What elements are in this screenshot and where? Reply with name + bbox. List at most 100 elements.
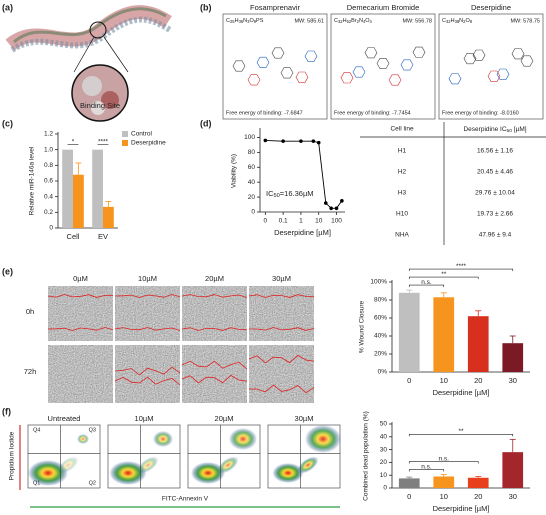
binding-site-label: Binding Site — [80, 101, 120, 110]
bar — [467, 316, 489, 372]
x-tick-label: 1 — [299, 218, 303, 225]
table-cell: 16.56 ± 1.16 — [477, 148, 513, 155]
wound-row-label: 72h — [24, 367, 37, 376]
panel-label: (b) — [200, 2, 212, 12]
quadrant-label: Q2 — [89, 480, 96, 486]
protein-structure — [5, 5, 172, 122]
bar — [103, 206, 114, 228]
cell-population — [77, 434, 89, 444]
significance-label: * — [72, 138, 75, 145]
wound-image — [249, 286, 314, 341]
binding-energy: Free energy of binding: -8.0160 — [442, 110, 519, 116]
wound-edge — [114, 366, 181, 376]
annotation: IC50=16.36µM — [266, 189, 314, 199]
data-point — [311, 139, 316, 143]
binding-energy: Free energy of binding: -7.7454 — [334, 110, 411, 116]
y-axis-label: Relative miR-146a level — [29, 146, 36, 215]
y-tick-label: 10 — [380, 472, 388, 479]
y-tick-label: 0 — [49, 225, 53, 232]
significance-label: n.s. — [421, 279, 432, 286]
molecule-ring — [247, 74, 261, 86]
bar — [502, 452, 524, 488]
cell-population — [28, 460, 68, 486]
x-axis-label: Deserpidine [µM] — [433, 388, 490, 397]
x-tick-label: 30 — [509, 376, 517, 385]
y-tick-label: 0.4 — [44, 193, 53, 200]
table-header: Cell line — [390, 126, 414, 133]
significance-bracket — [408, 434, 514, 437]
wound-edge — [114, 376, 181, 386]
molecule-ring — [463, 53, 477, 65]
table-cell: 47.96 ± 9.4 — [479, 232, 512, 239]
y-tick-label: 0.8 — [44, 162, 53, 169]
data-point — [299, 139, 303, 143]
table-cell: H1 — [398, 148, 407, 155]
y-tick-label: 60 — [248, 164, 256, 171]
data-point — [263, 138, 268, 143]
quadrant-label: Q3 — [89, 427, 96, 433]
y-tick-label: 60% — [374, 315, 387, 322]
legend-label: Deserpidine — [131, 140, 166, 147]
cell-population — [191, 462, 225, 484]
x-tick-label: Cell — [67, 232, 80, 241]
molecule-ring — [271, 47, 285, 59]
y-axis-label: Viability (%) — [231, 154, 238, 188]
y-tick-label: 0 — [383, 485, 387, 492]
y-tick-label: 0.6 — [44, 178, 53, 185]
x-axis-label: Deserpidine [µM] — [433, 504, 490, 513]
cell-population — [217, 456, 239, 474]
y-tick-label: 80% — [374, 297, 387, 304]
x-tick-label: 0 — [264, 218, 268, 225]
molecule-weight: MW: 585.61 — [294, 18, 324, 24]
legend-swatch — [122, 131, 128, 137]
panel-label: (d) — [200, 118, 212, 128]
panel-label: (c) — [2, 118, 13, 128]
table-cell: NHA — [395, 232, 409, 239]
wound-edge — [248, 294, 315, 298]
data-point — [329, 206, 333, 211]
y-tick-label: 40% — [374, 333, 387, 340]
wound-edge — [181, 374, 248, 384]
molecule-ring — [511, 48, 525, 60]
cell-population — [109, 461, 147, 485]
y-tick-label: 100% — [370, 279, 387, 286]
table-cell: H3 — [398, 190, 407, 197]
molecule-ring — [280, 67, 294, 79]
molecule-ring — [340, 72, 354, 84]
y-tick-label: 20 — [380, 459, 388, 466]
molecule-ring — [304, 50, 318, 62]
significance-bracket — [408, 276, 479, 280]
quadrant-label: Q4 — [33, 427, 40, 433]
y-tick-label: 50 — [380, 421, 388, 428]
wound-edge — [114, 327, 181, 331]
flow-column-label: Untreated — [48, 414, 81, 423]
wound-image — [249, 345, 314, 403]
molecule-ring — [388, 74, 402, 86]
table-cell: 20.45 ± 4.46 — [477, 169, 513, 176]
bar — [433, 476, 455, 488]
quadrant-label: Q1 — [33, 480, 40, 486]
x-axis-label: Deserpidine [µM] — [274, 228, 331, 237]
wound-image — [48, 286, 113, 341]
x-tick-label: 10 — [440, 376, 448, 385]
significance-bracket — [408, 469, 445, 472]
molecule-name: Deserpidine — [471, 3, 511, 12]
wound-column-label: 0µM — [73, 274, 88, 283]
significance-label: **** — [456, 263, 467, 270]
y-tick-label: 1.0 — [44, 146, 53, 153]
molecule-weight: MW: 556.78 — [402, 18, 432, 24]
significance-bracket — [408, 268, 514, 272]
y-tick-label: 40 — [248, 179, 256, 186]
x-tick-label: 10 — [315, 218, 323, 225]
data-point — [323, 201, 328, 205]
table-cell: H2 — [398, 169, 407, 176]
table-cell: 29.76 ± 10.04 — [475, 190, 515, 197]
molecule-ring — [400, 59, 414, 71]
y-tick-label: 40 — [380, 434, 388, 441]
cell-population — [272, 463, 304, 483]
wound-edge — [181, 360, 248, 370]
significance-label: n.s. — [421, 463, 432, 470]
wound-image — [115, 345, 180, 403]
bar — [467, 477, 489, 488]
wound-edge — [248, 384, 315, 394]
